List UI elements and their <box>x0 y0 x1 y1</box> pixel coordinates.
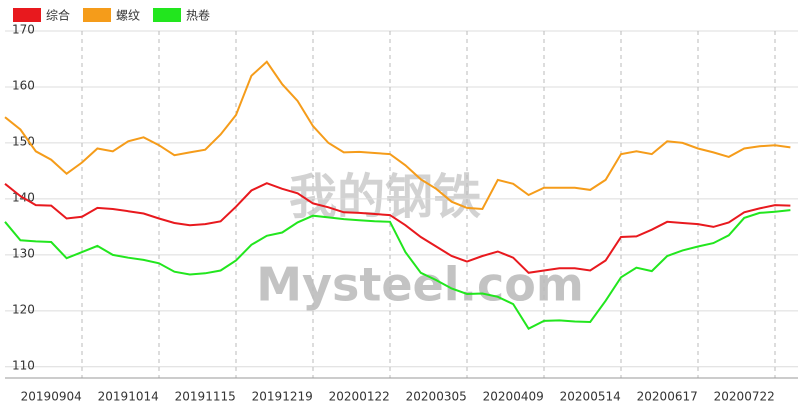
y-tick-label: 170 <box>12 23 35 37</box>
x-tick-label: 20200514 <box>560 390 621 404</box>
x-tick-label: 20200409 <box>483 390 544 404</box>
legend-label: 螺纹 <box>116 9 140 23</box>
x-tick-label: 20191115 <box>175 390 236 404</box>
y-tick-label: 150 <box>12 134 35 148</box>
x-tick-label: 20200722 <box>714 390 775 404</box>
legend-swatch <box>13 8 41 22</box>
x-tick-label: 20191014 <box>98 390 159 404</box>
x-tick-label: 20200122 <box>329 390 390 404</box>
x-tick-label: 20200305 <box>406 390 467 404</box>
x-tick-label: 20200617 <box>637 390 698 404</box>
x-tick-label: 20190904 <box>21 390 82 404</box>
series-line <box>4 209 791 331</box>
y-tick-label: 120 <box>12 302 35 316</box>
watermark-en: Mysteel.com <box>256 258 584 312</box>
y-tick-label: 110 <box>12 358 35 372</box>
legend-label: 综合 <box>46 8 70 23</box>
x-tick-label: 20191219 <box>252 390 313 404</box>
series-line <box>4 182 791 274</box>
legend-swatch <box>153 8 181 22</box>
y-tick-label: 160 <box>12 78 35 92</box>
legend-swatch <box>83 8 111 22</box>
legend-label: 热卷 <box>186 8 210 23</box>
y-tick-label: 130 <box>12 246 35 260</box>
series-line <box>4 60 791 211</box>
